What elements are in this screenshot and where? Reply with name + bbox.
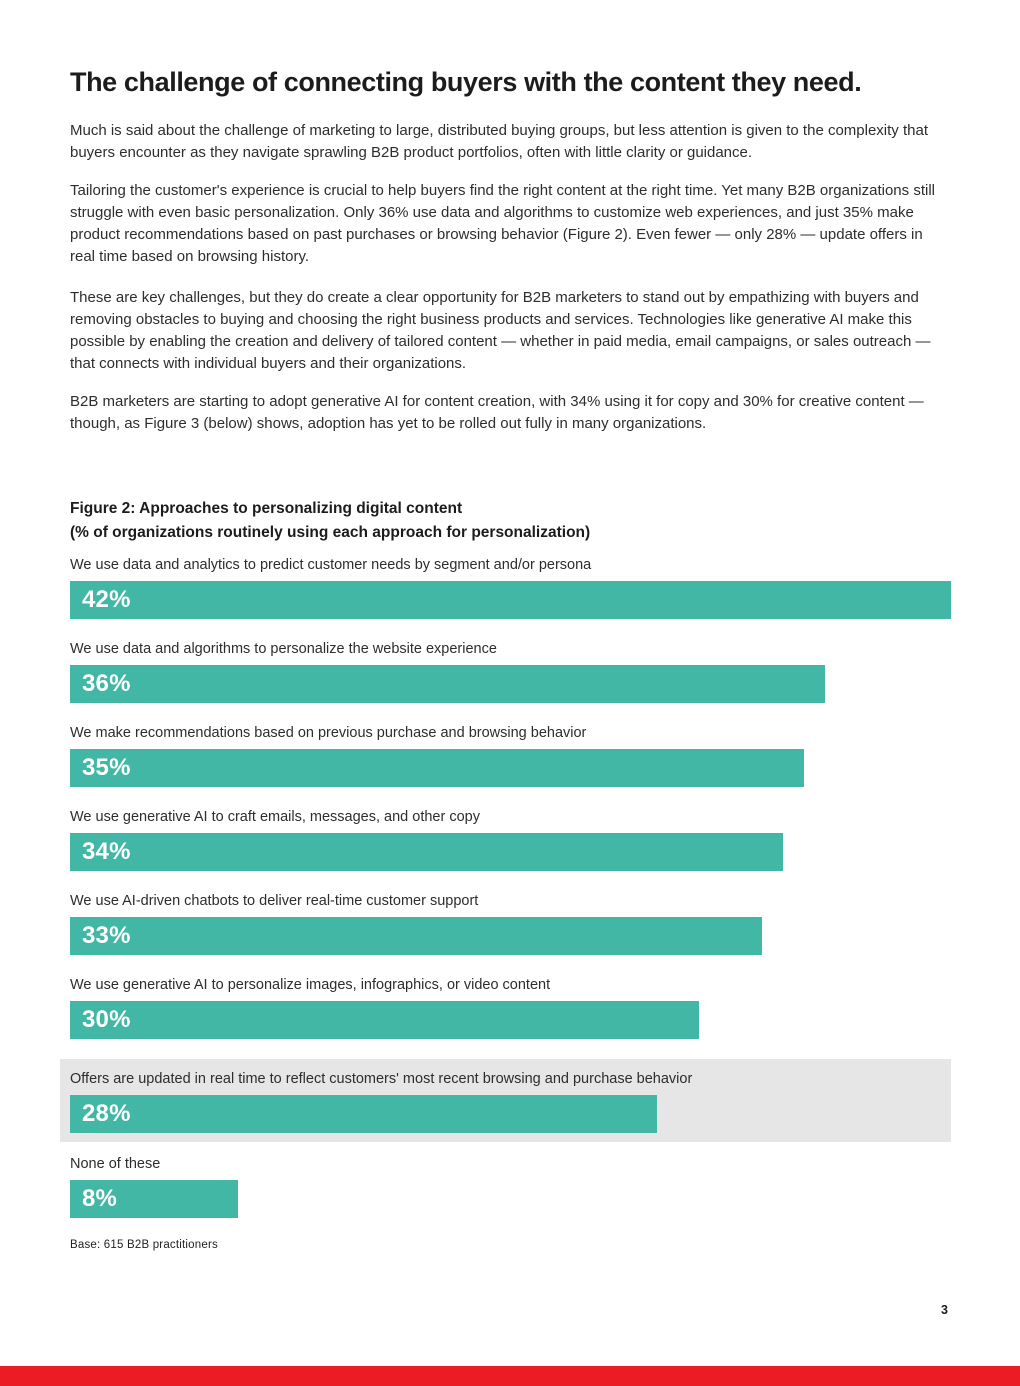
bar: 34% xyxy=(70,833,784,871)
page-title: The challenge of connecting buyers with … xyxy=(70,67,862,97)
bar: 28% xyxy=(70,1095,658,1133)
figure-title: Figure 2: Approaches to personalizing di… xyxy=(70,500,463,517)
report-page: The challenge of connecting buyers with … xyxy=(0,66,1020,1386)
bar-label: We use generative AI to personalize imag… xyxy=(70,977,551,993)
bar: 36% xyxy=(70,665,826,703)
page-number: 3 xyxy=(941,1303,948,1317)
bar-value-label: 33% xyxy=(82,922,131,949)
bar-label: We make recommendations based on previou… xyxy=(70,725,587,741)
bottom-red-strip xyxy=(0,1366,1020,1386)
base-note: Base: 615 B2B practitioners xyxy=(70,1239,218,1251)
chart-row: We use generative AI to personalize imag… xyxy=(70,975,951,1039)
bar: 35% xyxy=(70,749,805,787)
figure-heading: Figure 2: Approaches to personalizing di… xyxy=(70,497,951,545)
chart-row: None of these 8% xyxy=(70,1154,951,1218)
bar-value-label: 8% xyxy=(82,1185,118,1212)
paragraph-2: Tailoring the customer's experience is c… xyxy=(70,182,935,265)
bar-label: We use data and algorithms to personaliz… xyxy=(70,641,497,657)
paragraph-1: Much is said about the challenge of mark… xyxy=(70,122,928,161)
bar-label: Offers are updated in real time to refle… xyxy=(70,1071,693,1087)
figure2-bar-chart: We use data and analytics to predict cus… xyxy=(60,555,951,1218)
paragraph-3: These are key challenges, but they do cr… xyxy=(70,289,931,372)
bar-value-label: 28% xyxy=(82,1100,131,1127)
bar-label: We use data and analytics to predict cus… xyxy=(70,557,592,573)
chart-row: We make recommendations based on previou… xyxy=(70,723,951,787)
chart-row-highlighted: Offers are updated in real time to refle… xyxy=(60,1059,951,1142)
bar-value-label: 35% xyxy=(82,754,131,781)
bar-label: We use generative AI to craft emails, me… xyxy=(70,809,480,825)
chart-row: We use AI-driven chatbots to deliver rea… xyxy=(70,891,951,955)
bar-value-label: 36% xyxy=(82,670,131,697)
bar-label: We use AI-driven chatbots to deliver rea… xyxy=(70,893,479,909)
bar: 33% xyxy=(70,917,763,955)
bar-label: None of these xyxy=(70,1156,161,1172)
chart-row: We use data and algorithms to personaliz… xyxy=(70,639,951,703)
bar-value-label: 34% xyxy=(82,838,131,865)
chart-row: We use data and analytics to predict cus… xyxy=(70,555,951,619)
paragraph-4: B2B marketers are starting to adopt gene… xyxy=(70,393,924,432)
bar: 42% xyxy=(70,581,951,619)
bar-value-label: 30% xyxy=(82,1006,131,1033)
figure-subtitle: (% of organizations routinely using each… xyxy=(70,524,591,541)
bar: 8% xyxy=(70,1180,238,1218)
chart-row: We use generative AI to craft emails, me… xyxy=(70,807,951,871)
bar: 30% xyxy=(70,1001,700,1039)
body-copy: Much is said about the challenge of mark… xyxy=(70,120,951,435)
bar-value-label: 42% xyxy=(82,586,131,613)
